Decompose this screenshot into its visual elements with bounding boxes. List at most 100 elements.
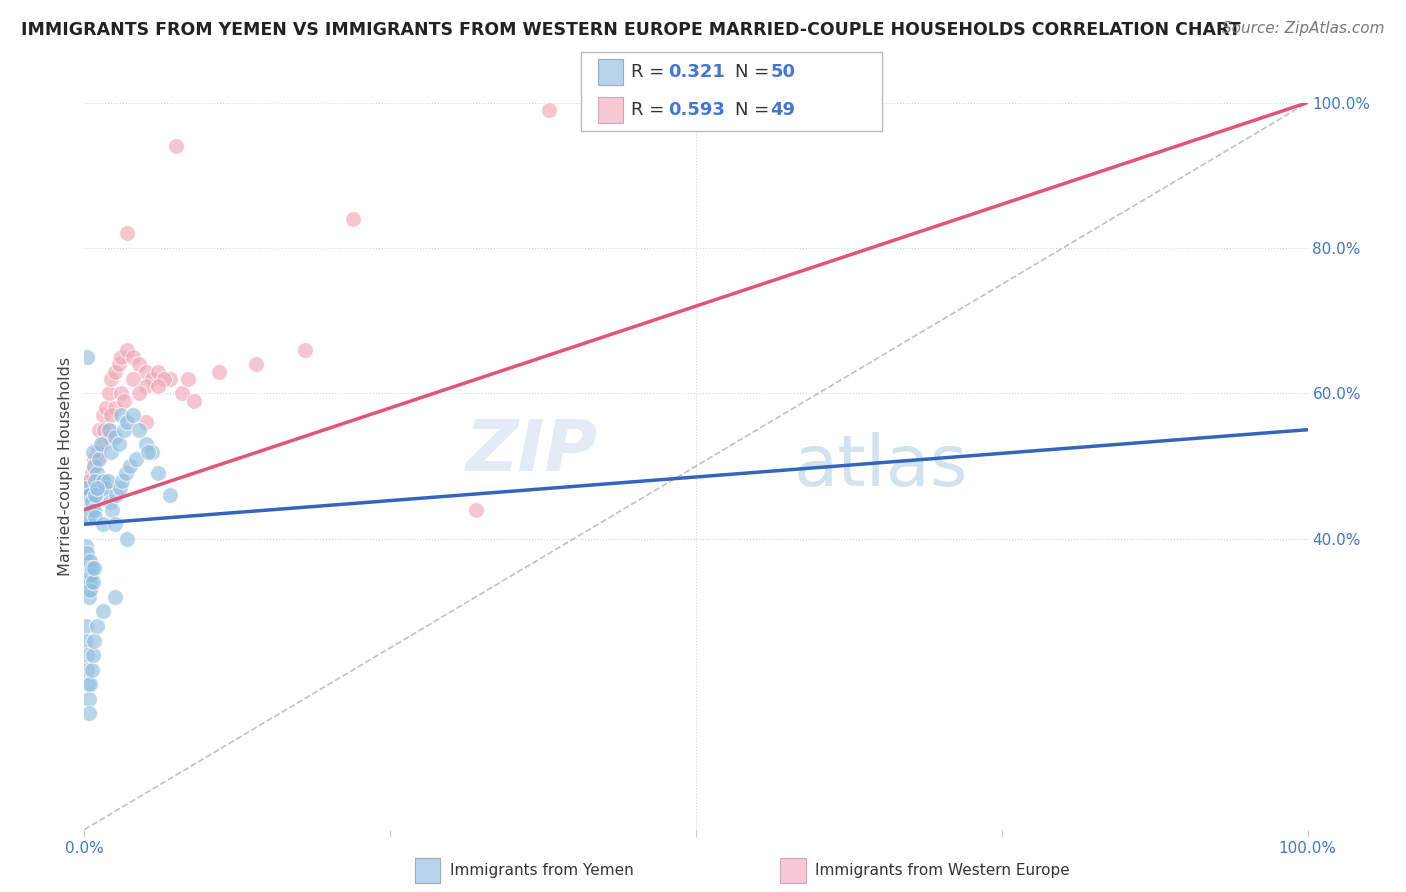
- Y-axis label: Married-couple Households: Married-couple Households: [58, 357, 73, 575]
- Text: Immigrants from Western Europe: Immigrants from Western Europe: [815, 863, 1070, 878]
- Point: [136, 444, 159, 458]
- Point: [82, 648, 104, 662]
- Point: [87, 451, 110, 466]
- Point: [76, 546, 98, 560]
- Point: [77, 575, 100, 590]
- Point: [91, 474, 114, 488]
- Point: [104, 590, 127, 604]
- Point: [77, 481, 100, 495]
- Point: [75, 539, 97, 553]
- Point: [86, 619, 108, 633]
- Point: [77, 590, 100, 604]
- Point: [75, 481, 97, 495]
- Point: [91, 437, 114, 451]
- Point: [79, 495, 101, 509]
- Point: [75, 553, 97, 567]
- Point: [82, 474, 104, 488]
- Text: atlas: atlas: [794, 432, 969, 500]
- Point: [87, 444, 110, 458]
- Point: [91, 605, 114, 619]
- Text: R =: R =: [631, 63, 671, 81]
- Point: [87, 423, 110, 437]
- Point: [83, 451, 105, 466]
- Text: Source: ZipAtlas.com: Source: ZipAtlas.com: [1222, 21, 1385, 36]
- Point: [83, 633, 105, 648]
- Point: [115, 416, 138, 430]
- Point: [83, 488, 105, 502]
- Point: [342, 211, 364, 226]
- Point: [77, 568, 100, 582]
- Point: [77, 488, 100, 502]
- Point: [86, 444, 108, 458]
- Point: [76, 350, 98, 364]
- Point: [77, 582, 100, 597]
- Text: 0.321: 0.321: [668, 63, 724, 81]
- Point: [77, 495, 100, 509]
- Point: [80, 467, 103, 481]
- Point: [91, 517, 114, 532]
- Point: [128, 386, 150, 401]
- Point: [115, 532, 138, 546]
- Point: [146, 467, 169, 481]
- Text: Immigrants from Yemen: Immigrants from Yemen: [450, 863, 634, 878]
- Point: [96, 481, 118, 495]
- Point: [79, 677, 101, 691]
- Point: [115, 227, 138, 241]
- Point: [159, 372, 181, 386]
- Point: [108, 481, 131, 495]
- Point: [464, 502, 486, 516]
- Point: [84, 510, 107, 524]
- Point: [100, 444, 122, 458]
- Point: [77, 474, 100, 488]
- Point: [122, 350, 145, 364]
- Point: [75, 510, 97, 524]
- Point: [153, 372, 176, 386]
- Point: [76, 561, 98, 575]
- Point: [208, 365, 231, 379]
- Point: [83, 561, 105, 575]
- Point: [93, 474, 115, 488]
- Point: [245, 357, 267, 371]
- Point: [97, 386, 120, 401]
- Point: [104, 401, 127, 415]
- Point: [294, 343, 316, 357]
- Point: [84, 474, 107, 488]
- Point: [86, 451, 108, 466]
- Point: [104, 365, 127, 379]
- Point: [77, 706, 100, 721]
- Point: [79, 553, 101, 567]
- Point: [75, 633, 97, 648]
- Point: [141, 444, 163, 458]
- Point: [86, 467, 108, 481]
- Point: [82, 575, 104, 590]
- Point: [100, 408, 122, 422]
- Point: [80, 502, 103, 516]
- Point: [75, 568, 97, 582]
- Point: [79, 488, 101, 502]
- Point: [122, 372, 145, 386]
- Point: [97, 474, 120, 488]
- Point: [141, 372, 163, 386]
- Point: [76, 663, 98, 677]
- Point: [89, 481, 111, 495]
- Point: [91, 408, 114, 422]
- Point: [83, 458, 105, 473]
- Text: 0.593: 0.593: [668, 101, 724, 119]
- Point: [118, 458, 141, 473]
- Point: [115, 467, 138, 481]
- Text: IMMIGRANTS FROM YEMEN VS IMMIGRANTS FROM WESTERN EUROPE MARRIED-COUPLE HOUSEHOLD: IMMIGRANTS FROM YEMEN VS IMMIGRANTS FROM…: [21, 21, 1240, 38]
- Point: [101, 502, 124, 516]
- Point: [76, 648, 98, 662]
- Point: [104, 430, 127, 444]
- Point: [128, 423, 150, 437]
- Text: N =: N =: [735, 101, 775, 119]
- Point: [135, 437, 157, 451]
- Text: N =: N =: [735, 63, 775, 81]
- Point: [100, 372, 122, 386]
- Point: [115, 343, 138, 357]
- Point: [107, 437, 129, 451]
- Point: [538, 103, 561, 117]
- Point: [96, 401, 118, 415]
- Point: [77, 691, 100, 706]
- Point: [135, 379, 157, 393]
